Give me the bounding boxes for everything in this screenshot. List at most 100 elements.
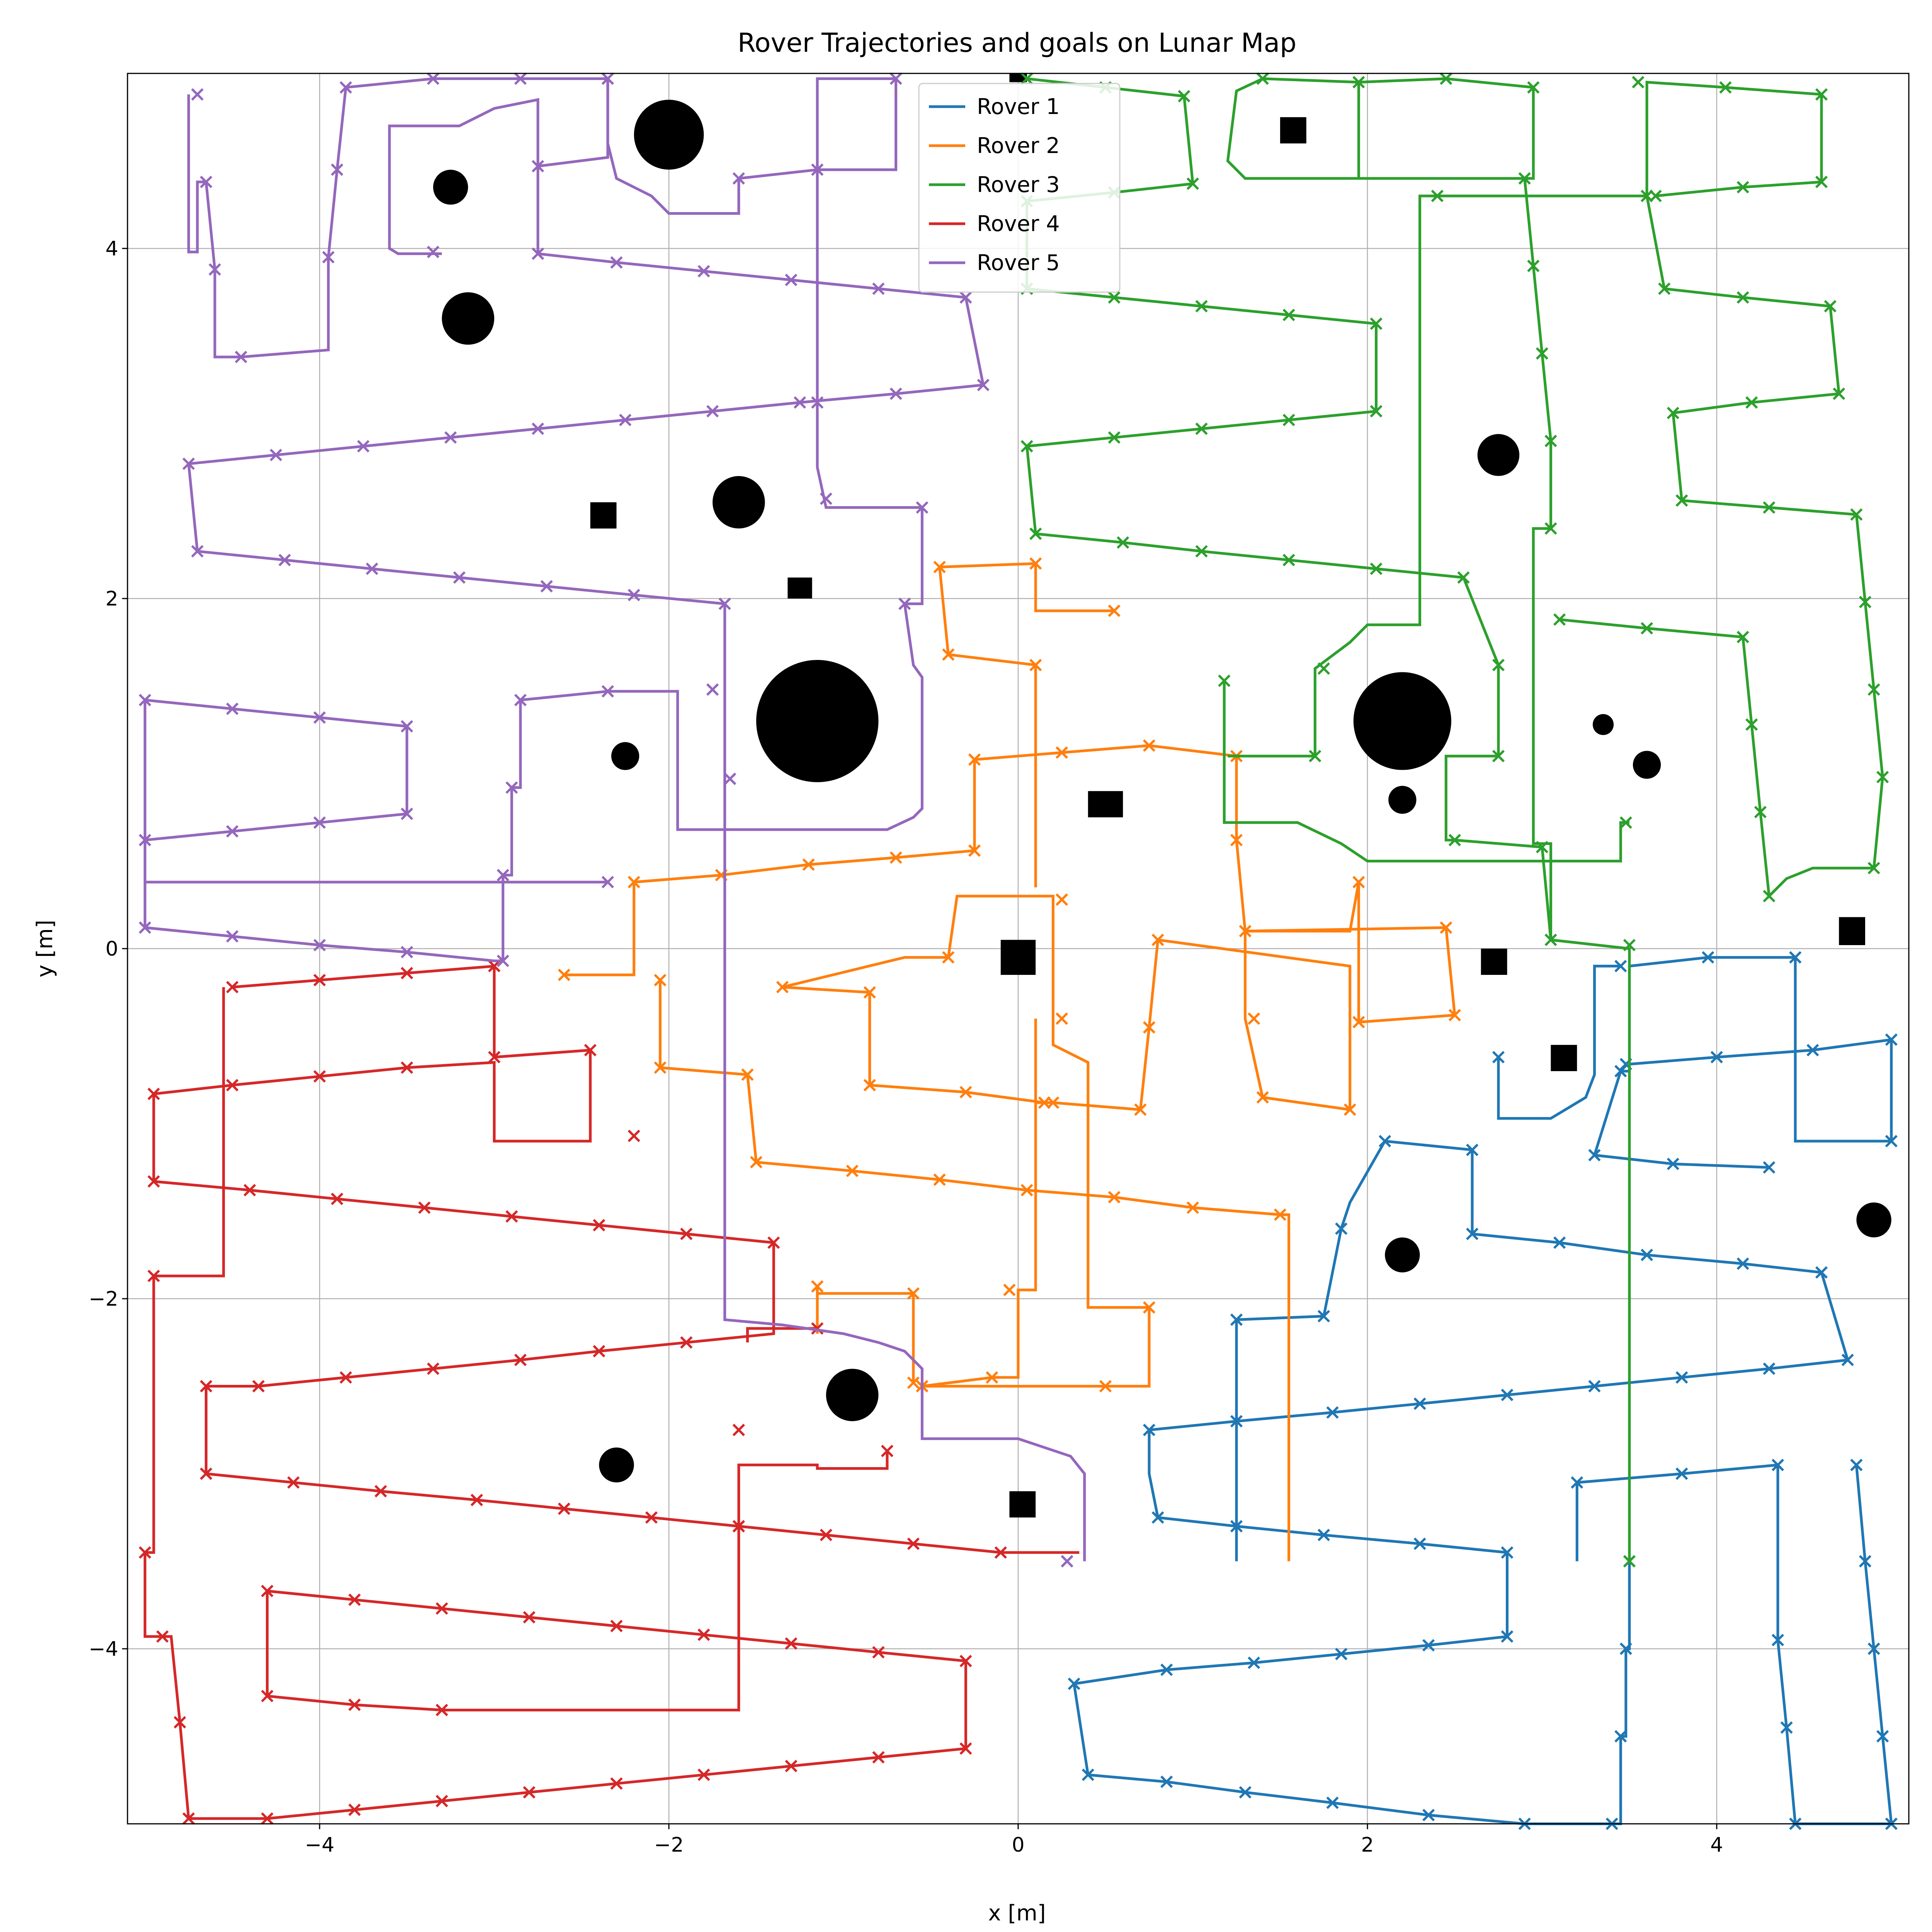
- goal-marker: [1117, 536, 1129, 549]
- goal-marker: [1230, 1415, 1243, 1428]
- goal-marker: [1248, 1012, 1260, 1025]
- goal-marker: [1719, 81, 1732, 94]
- goal-marker: [1667, 406, 1679, 419]
- goal-marker: [1317, 662, 1330, 675]
- goal-marker: [435, 1602, 448, 1615]
- obstacle: [1839, 917, 1866, 945]
- goal-marker: [182, 457, 195, 470]
- goal-marker: [1317, 1310, 1330, 1323]
- goal-marker: [357, 440, 370, 453]
- obstacle: [433, 170, 468, 205]
- obstacle: [590, 502, 617, 529]
- goal-marker: [1256, 72, 1269, 85]
- goal-marker: [435, 1704, 448, 1716]
- obstacle: [1280, 117, 1306, 144]
- goal-marker: [1431, 189, 1444, 202]
- goal-marker: [1178, 90, 1190, 103]
- obstacle: [1009, 1491, 1036, 1518]
- goal-marker: [959, 1086, 972, 1099]
- goal-marker: [785, 274, 798, 286]
- legend-entry: Rover 5: [929, 250, 1060, 276]
- goal-marker: [846, 1165, 859, 1177]
- goal-marker: [811, 1322, 824, 1335]
- goal-marker: [558, 968, 571, 981]
- series-8: [933, 557, 1121, 888]
- goal-marker: [200, 1467, 213, 1480]
- goal-marker: [1256, 1091, 1269, 1104]
- goal-marker: [1068, 1677, 1080, 1690]
- goal-marker: [1553, 613, 1566, 626]
- goal-marker: [1771, 1459, 1784, 1471]
- goal-marker: [427, 245, 440, 259]
- goal-marker: [470, 1493, 483, 1507]
- goal-marker: [348, 1803, 361, 1816]
- goal-marker: [610, 256, 623, 269]
- goal-marker: [444, 431, 457, 444]
- goal-marker: [514, 694, 527, 706]
- goal-marker: [898, 597, 911, 610]
- goal-marker: [1658, 282, 1671, 295]
- goal-marker: [147, 1087, 160, 1100]
- goal-marker: [1850, 1459, 1863, 1471]
- goal-marker: [645, 1511, 658, 1524]
- goal-marker: [907, 1537, 920, 1550]
- goal-marker: [488, 1051, 501, 1063]
- goal-marker: [1702, 951, 1714, 964]
- goal-marker: [243, 1184, 256, 1197]
- goal-marker: [1763, 1362, 1776, 1375]
- goal-marker: [1815, 175, 1828, 188]
- goal-marker: [994, 1546, 1007, 1559]
- goal-marker: [1501, 1389, 1514, 1401]
- trajectory-line: [388, 98, 539, 255]
- goal-marker: [1544, 522, 1557, 535]
- goal-marker: [959, 1742, 972, 1755]
- y-tick-label: 0: [105, 937, 118, 961]
- goal-marker: [1876, 770, 1889, 784]
- goal-marker: [697, 1628, 710, 1641]
- goal-marker: [1370, 405, 1383, 418]
- goal-marker: [785, 1637, 798, 1650]
- goal-marker: [1326, 1406, 1339, 1419]
- goal-marker: [1736, 631, 1749, 643]
- goal-marker: [261, 1812, 274, 1825]
- goal-marker: [322, 251, 335, 264]
- goal-marker: [610, 1777, 623, 1790]
- series-20: [139, 72, 929, 967]
- goal-marker: [226, 981, 239, 993]
- x-tick-label: 0: [1012, 1833, 1024, 1857]
- legend-label: Rover 3: [977, 172, 1060, 197]
- series-5: [558, 739, 1461, 1393]
- goal-marker: [435, 1794, 448, 1808]
- goal-marker: [793, 396, 806, 409]
- goal-marker: [706, 405, 719, 418]
- goal-marker: [1422, 1809, 1435, 1821]
- goal-marker: [1422, 1639, 1435, 1652]
- goal-marker: [208, 263, 221, 276]
- y-tick-label: 4: [105, 237, 118, 260]
- goal-marker: [881, 1444, 894, 1458]
- goal-marker: [1143, 739, 1156, 752]
- goal-marker: [1492, 1051, 1505, 1063]
- goal-marker: [1536, 347, 1549, 360]
- series-14: [1553, 196, 1889, 903]
- goal-marker: [226, 1079, 239, 1092]
- goal-marker: [173, 1716, 186, 1729]
- goal-marker: [523, 1786, 536, 1799]
- series-6: [654, 974, 1290, 1561]
- goal-marker: [374, 1485, 387, 1498]
- goal-marker: [1230, 1520, 1243, 1533]
- trajectory-line: [143, 77, 923, 963]
- goal-marker: [313, 974, 326, 986]
- obstacle: [1385, 1237, 1420, 1272]
- goal-marker: [1571, 1476, 1583, 1489]
- series-21: [388, 98, 539, 259]
- goal-marker: [732, 1423, 745, 1436]
- goal-marker: [139, 694, 151, 706]
- goal-marker: [1736, 181, 1749, 194]
- goal-marker: [1632, 76, 1645, 88]
- goal-marker: [1736, 1257, 1749, 1270]
- legend-entry: Rover 3: [929, 172, 1060, 197]
- goal-marker: [488, 960, 501, 973]
- obstacle: [1000, 940, 1036, 975]
- goal-marker: [558, 1502, 571, 1515]
